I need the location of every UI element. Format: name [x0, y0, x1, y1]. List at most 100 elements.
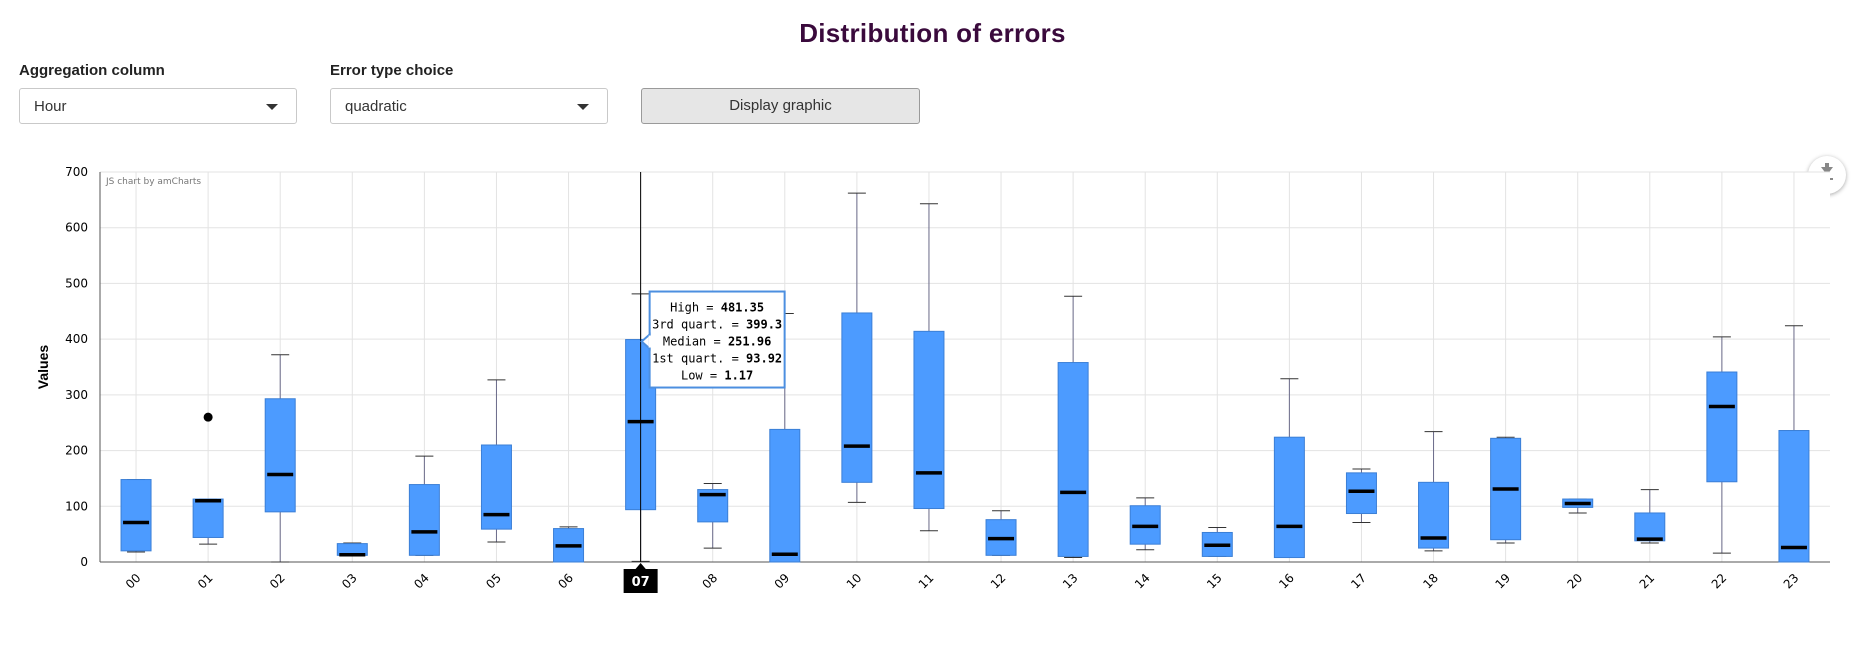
download-icon: [1825, 163, 1829, 168]
box-01: [192, 498, 224, 545]
box-18: [1418, 431, 1450, 552]
x-tick-label: 17: [1348, 571, 1369, 592]
x-tick-label: 14: [1132, 571, 1153, 592]
x-tick-label: 20: [1565, 571, 1586, 592]
box-19: [1490, 436, 1522, 544]
y-tick-label: 600: [65, 221, 88, 235]
error-type-value: quadratic: [345, 98, 407, 115]
box-16: [1273, 378, 1305, 559]
box-body: [1778, 430, 1810, 563]
tooltip-line-label: 3rd quart. =: [652, 318, 746, 332]
y-tick-label: 0: [80, 555, 88, 569]
plot-area: [100, 172, 1830, 562]
x-tick-label: 01: [195, 571, 216, 592]
page-title: Distribution of errors: [799, 18, 1066, 48]
error-type-label: Error type choice: [330, 62, 454, 79]
x-tick-label: 06: [555, 571, 576, 592]
chart-credit: JS chart by amCharts: [105, 177, 201, 187]
y-tick-label: 700: [65, 165, 88, 179]
x-tick-label-active: 07: [632, 575, 650, 590]
tooltip-line-value: 1.17: [724, 369, 753, 383]
box-22: [1706, 336, 1738, 554]
x-tick-label: 10: [844, 571, 865, 592]
box-11: [913, 203, 945, 532]
x-tick-label: 04: [411, 571, 432, 592]
cursor: 07: [623, 172, 658, 593]
box-body: [913, 330, 945, 510]
box-13: [1057, 295, 1089, 559]
y-axis-title: Values: [35, 345, 51, 390]
box-14: [1129, 497, 1161, 551]
cursor-label-badge: [623, 569, 658, 593]
box-20: [1562, 498, 1594, 514]
x-tick-label: 00: [123, 571, 144, 592]
x-tick-label: 18: [1420, 571, 1441, 592]
x-tick-label: 03: [339, 571, 360, 592]
tooltip-line: 1st quart. = 93.92: [652, 352, 782, 366]
box-body: [1706, 371, 1738, 483]
box-21: [1634, 489, 1666, 544]
x-tick-label: 02: [267, 571, 288, 592]
y-tick-label: 200: [65, 444, 88, 458]
tooltip-line: High = 481.35: [670, 301, 764, 315]
y-tick-label: 400: [65, 332, 88, 346]
x-tick-label: 22: [1709, 571, 1730, 592]
x-tick-label: 09: [772, 571, 793, 592]
y-tick-label: 100: [65, 499, 88, 513]
x-tick-label: 12: [988, 571, 1009, 592]
box-body: [192, 498, 224, 538]
y-tick-label: 300: [65, 388, 88, 402]
tooltip-line-label: Median =: [663, 335, 728, 349]
tooltip: High = 481.35 3rd quart. = 399.3 Median = …: [640, 290, 786, 389]
aggregation-column-value: Hour: [34, 98, 67, 115]
y-tick-label: 500: [65, 276, 88, 290]
chevron-down-icon: [577, 104, 589, 110]
box-15: [1201, 526, 1233, 557]
x-tick-label: 21: [1637, 571, 1658, 592]
x-tick-label: 08: [700, 571, 721, 592]
aggregation-column-label: Aggregation column: [19, 62, 165, 79]
x-tick-label: 16: [1276, 571, 1297, 592]
tooltip-line: Median = 251.96: [663, 335, 771, 349]
box-23: [1778, 325, 1810, 563]
x-tick-label: 11: [916, 571, 937, 592]
x-tick-label: 15: [1204, 571, 1225, 592]
box-08: [697, 482, 729, 549]
box-body: [1634, 512, 1666, 542]
box-05: [480, 379, 512, 543]
tooltip-line-value: 251.96: [728, 335, 771, 349]
box-body: [408, 484, 440, 556]
box-04: [408, 455, 440, 556]
box-body: [120, 479, 152, 552]
x-tick-label: 19: [1492, 571, 1513, 592]
box-body: [769, 428, 801, 563]
boxes: [120, 192, 1810, 563]
box-02: [264, 354, 296, 563]
box-body: [480, 444, 512, 530]
outlier-point: [203, 412, 213, 422]
box-00: [120, 479, 152, 553]
display-graphic-button[interactable]: Display graphic: [641, 88, 920, 124]
tooltip-line: 3rd quart. = 399.3: [652, 318, 782, 332]
x-tick-label: 05: [483, 571, 504, 592]
box-body: [841, 312, 873, 483]
tooltip-line-label: 1st quart. =: [652, 352, 746, 366]
box-03: [336, 542, 368, 557]
aggregation-column-select[interactable]: Hour: [19, 88, 297, 124]
box-10: [841, 192, 873, 503]
chevron-down-icon: [266, 104, 278, 110]
x-tick-label: 23: [1781, 571, 1802, 592]
tooltip-line-value: 93.92: [746, 352, 782, 366]
box-06: [553, 526, 585, 563]
box-body: [1345, 472, 1377, 515]
box-body: [1057, 362, 1089, 557]
tooltip-line-label: Low =: [681, 369, 724, 383]
x-tick-label: 13: [1060, 571, 1081, 592]
box-body: [1273, 436, 1305, 559]
error-type-select[interactable]: quadratic: [330, 88, 608, 124]
tooltip-line: Low = 1.17: [681, 369, 753, 383]
box-12: [985, 510, 1017, 556]
box-body: [264, 398, 296, 513]
